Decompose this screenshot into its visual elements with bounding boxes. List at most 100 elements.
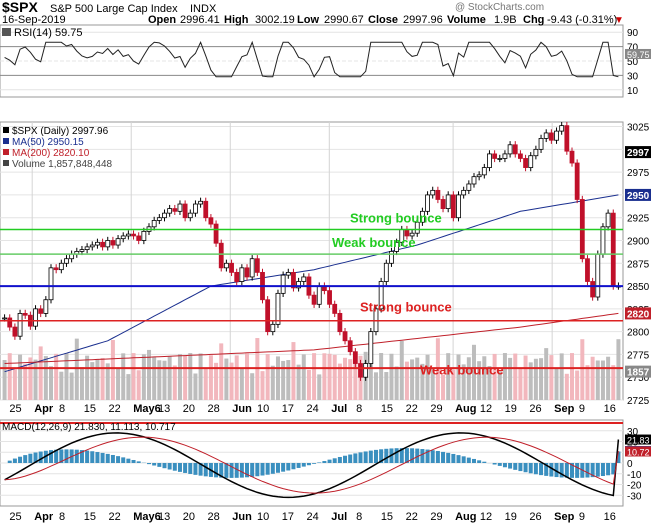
volume-bar: [595, 360, 600, 400]
candle-body: [2, 317, 7, 320]
macd-histogram-bar: [508, 463, 513, 469]
volume-bar: [332, 354, 337, 400]
macd-histogram-bar: [539, 463, 544, 476]
volume-bar: [508, 357, 513, 400]
candle-body: [471, 176, 477, 185]
x-tick-label: 10: [257, 511, 269, 523]
candle-body: [17, 313, 23, 337]
volume-bar: [59, 371, 64, 400]
candle-body: [182, 203, 188, 219]
price-tick-label: 2725: [627, 396, 650, 407]
candle-body: [481, 167, 487, 176]
candle-body: [265, 299, 271, 333]
macd-histogram-bar: [260, 463, 265, 476]
candle-body: [43, 299, 49, 314]
high-label: High: [224, 14, 249, 26]
macd-histogram-bar: [291, 463, 296, 470]
symbol: $SPX: [2, 0, 38, 15]
macd-histogram-bar: [379, 449, 384, 463]
volume-bar: [451, 369, 456, 400]
macd-line: [4, 432, 620, 499]
volume-bar: [152, 356, 157, 400]
macd-histogram-bar: [203, 463, 208, 477]
x-tick-label: 8: [59, 511, 65, 523]
macd-histogram-bar: [528, 463, 533, 474]
x-tick-label: Sep: [554, 511, 574, 523]
volume-bar: [95, 358, 100, 400]
candle-body: [358, 363, 363, 378]
candle-body: [363, 363, 369, 378]
volume-bar: [564, 373, 569, 400]
moving-averages: [4, 194, 619, 373]
candle-body: [548, 132, 554, 141]
macd-histogram-bar: [188, 463, 193, 474]
high-value: 3002.19: [255, 14, 295, 26]
x-tick-label: 8: [356, 511, 362, 523]
volume-bar: [33, 359, 38, 400]
macd-histogram-bar: [7, 460, 12, 463]
macd-histogram-bar: [337, 456, 342, 463]
macd-histogram-bar: [239, 463, 244, 478]
candle-body: [595, 253, 601, 298]
volume-bar: [518, 367, 523, 400]
macd-histogram-bar: [74, 449, 79, 463]
price-tick-label: 2775: [627, 350, 650, 361]
rsi-line: [4, 40, 619, 78]
macd-histogram-bar: [198, 463, 203, 476]
volume-bar: [275, 356, 280, 400]
macd-histogram-bar: [152, 463, 157, 466]
x-tick-label: 26: [529, 403, 541, 415]
x-tick-label: 17: [282, 403, 294, 415]
macd-histogram-bar: [224, 463, 229, 478]
x-tick-label: Apr: [34, 511, 54, 523]
x-tick-label: Aug: [455, 403, 476, 415]
x-tick-label: Sep: [554, 403, 574, 415]
macd-histogram-bar: [255, 463, 260, 477]
candle-body: [497, 158, 503, 160]
volume-bar: [466, 357, 471, 400]
x-tick-label: 8: [356, 403, 362, 415]
volume-bar: [353, 361, 358, 400]
macd-histogram-bar: [466, 457, 471, 463]
macd-tag-label: 10.72: [627, 447, 650, 457]
support-lines: [0, 228, 623, 424]
x-tick-label: 13: [158, 403, 170, 415]
x-tick-label: Jul: [331, 511, 347, 523]
candle-body: [249, 258, 255, 278]
rsi-series: [4, 40, 619, 78]
volume-bar: [28, 357, 33, 400]
macd-tag: [625, 446, 651, 457]
volume-bar: [167, 356, 172, 400]
candle-body: [115, 238, 121, 246]
price-tag: [625, 146, 651, 159]
volume-bar: [147, 349, 152, 400]
price-tick-label: 2850: [627, 282, 650, 293]
volume-bar: [544, 348, 549, 400]
macd-histogram-bar: [270, 463, 275, 474]
x-tick-label: May6: [133, 403, 161, 415]
price-tick-label: 2900: [627, 236, 650, 247]
macd-histogram-bar: [569, 463, 574, 478]
volume-bar: [399, 340, 404, 400]
macd-histogram-bar: [430, 450, 435, 463]
candle-body: [218, 242, 224, 269]
volume-bar: [250, 373, 255, 400]
volume-bar: [559, 353, 564, 400]
macd-histogram-bar: [12, 458, 17, 463]
volume-bar: [229, 362, 234, 400]
candle-body: [193, 203, 198, 214]
volume-bar: [136, 370, 141, 400]
volume-bar: [327, 353, 332, 400]
macd-histogram-bar: [28, 453, 33, 463]
macd-histogram-bar: [611, 463, 616, 475]
macd-histogram-bar: [157, 463, 162, 467]
exchange: INDX: [190, 3, 217, 15]
macd-histogram-bar: [549, 463, 554, 477]
volume-bar: [590, 356, 595, 400]
volume-bar: [224, 358, 229, 400]
volume-bar: [575, 370, 580, 400]
volume-bar: [260, 371, 265, 400]
volume-bar: [162, 360, 167, 400]
macd-histogram-bar: [435, 451, 440, 463]
